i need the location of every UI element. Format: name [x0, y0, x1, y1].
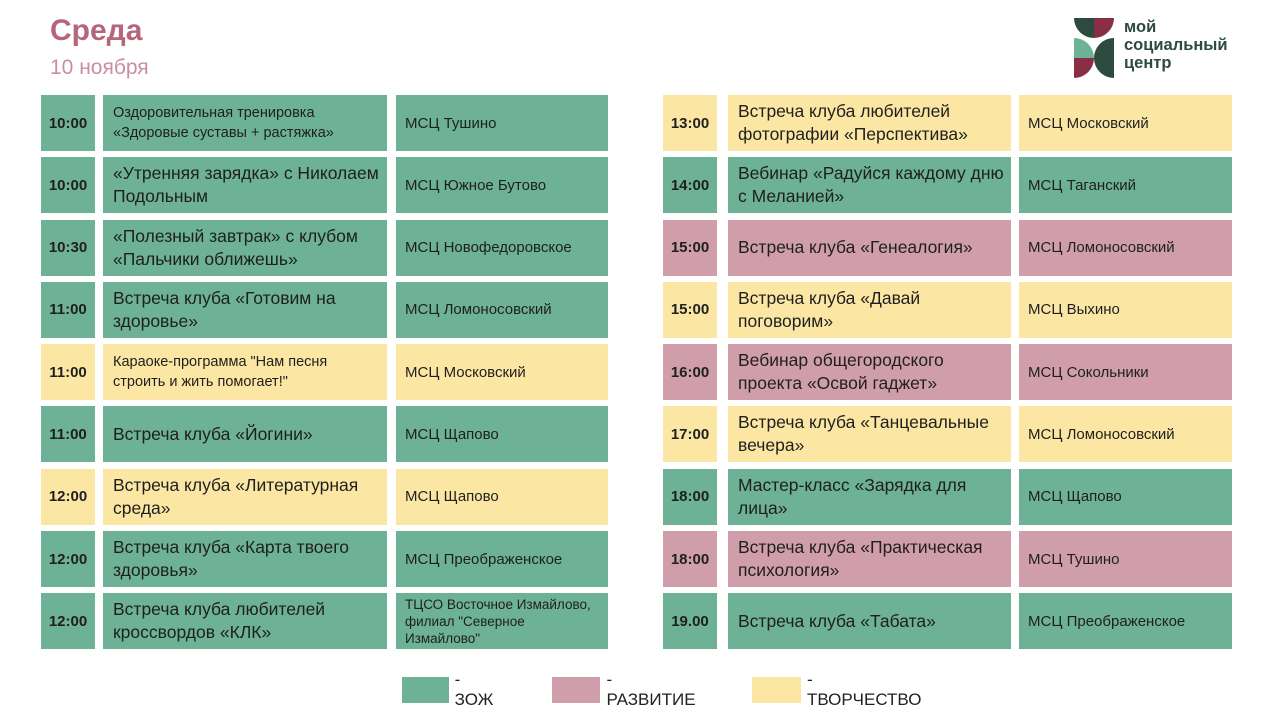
event-time: 12:00 [41, 531, 95, 588]
legend-label: - РАЗВИТИЕ [606, 670, 696, 709]
event-place: МСЦ Тушино [1019, 531, 1232, 588]
event-time: 17:00 [663, 406, 717, 463]
legend-swatch-razv [552, 677, 601, 703]
event-title: Встреча клуба «Карта твоего здоровья» [103, 531, 387, 588]
legend-label: - ЗОЖ [454, 670, 494, 709]
event-time: 16:00 [663, 344, 717, 401]
event-title: Встреча клуба любителей фотографии «Перс… [728, 95, 1011, 151]
legend-label: - ТВОРЧЕСТВО [806, 670, 922, 709]
event-title: «Полезный завтрак» с клубом «Пальчики об… [103, 219, 387, 276]
event-time: 10:00 [41, 157, 95, 214]
event-place: МСЦ Московский [396, 344, 608, 401]
event-title: Встреча клуба «Готовим на здоровье» [103, 281, 387, 338]
date-subtitle: 10 ноября [50, 56, 149, 79]
event-place: МСЦ Ломоносовский [396, 281, 608, 338]
page-title: Среда [50, 14, 143, 47]
logo-line: центр [1124, 54, 1172, 72]
event-time: 15:00 [663, 281, 717, 338]
event-time: 18:00 [663, 468, 717, 525]
event-title: Вебинар «Радуйся каждому дню с Меланией» [728, 157, 1011, 214]
event-title: Оздоровительная тренировка «Здоровые сус… [103, 95, 387, 151]
event-time: 11:00 [41, 406, 95, 463]
event-place: МСЦ Таганский [1019, 157, 1232, 214]
event-time: 12:00 [41, 593, 95, 650]
event-title: Встреча клуба «Табата» [728, 593, 1011, 650]
event-place: МСЦ Выхино [1019, 281, 1232, 338]
event-place: МСЦ Преображенское [396, 531, 608, 588]
logo-mark-icon [1074, 18, 1114, 78]
event-title: Мастер-класс «Зарядка для лица» [728, 468, 1011, 525]
event-time: 11:00 [41, 281, 95, 338]
event-place: ТЦСО Восточное Измайлово, филиал "Северн… [396, 593, 608, 650]
event-title: Встреча клуба «Литературная среда» [103, 468, 387, 525]
event-time: 11:00 [41, 344, 95, 401]
legend-swatch-tvor [752, 677, 801, 703]
event-time: 14:00 [663, 157, 717, 214]
event-title: Встреча клуба «Танцевальные вечера» [728, 406, 1011, 463]
event-place: МСЦ Ломоносовский [1019, 406, 1232, 463]
event-title: Встреча клуба «Генеалогия» [728, 219, 1011, 276]
event-title: Караоке-программа "Нам песня строить и ж… [103, 344, 387, 401]
legend-item-zoj: - ЗОЖ [402, 670, 499, 709]
event-title: Встреча клуба любителей кроссвордов «КЛК… [103, 593, 387, 650]
event-place: МСЦ Щапово [396, 468, 608, 525]
logo: мой социальный центр [1072, 16, 1242, 82]
event-time: 12:00 [41, 468, 95, 525]
event-time: 10:00 [41, 95, 95, 151]
event-time: 18:00 [663, 531, 717, 588]
event-title: Вебинар общегородского проекта «Освой га… [728, 344, 1011, 401]
event-time: 10:30 [41, 219, 95, 276]
event-place: МСЦ Тушино [396, 95, 608, 151]
event-place: МСЦ Новофедоровское [396, 219, 608, 276]
logo-line: мой [1124, 18, 1157, 36]
event-place: МСЦ Преображенское [1019, 593, 1232, 650]
event-place: МСЦ Московский [1019, 95, 1232, 151]
legend-swatch-zoj [402, 677, 449, 703]
event-title: Встреча клуба «Давай поговорим» [728, 281, 1011, 338]
event-title: «Утренняя зарядка» с Николаем Подольным [103, 157, 387, 214]
logo-text: мой социальный центр [1124, 18, 1228, 72]
legend-item-razv: - РАЗВИТИЕ [552, 670, 699, 709]
event-place: МСЦ Щапово [396, 406, 608, 463]
event-time: 15:00 [663, 219, 717, 276]
event-place: МСЦ Щапово [1019, 468, 1232, 525]
event-time: 19.00 [663, 593, 717, 650]
event-title: Встреча клуба «Практическая психология» [728, 531, 1011, 588]
event-place: МСЦ Сокольники [1019, 344, 1232, 401]
event-title: Встреча клуба «Йогини» [103, 406, 387, 463]
event-time: 13:00 [663, 95, 717, 151]
event-place: МСЦ Южное Бутово [396, 157, 608, 214]
logo-line: социальный [1124, 36, 1228, 54]
event-place: МСЦ Ломоносовский [1019, 219, 1232, 276]
legend-item-tvor: - ТВОРЧЕСТВО [752, 670, 924, 709]
